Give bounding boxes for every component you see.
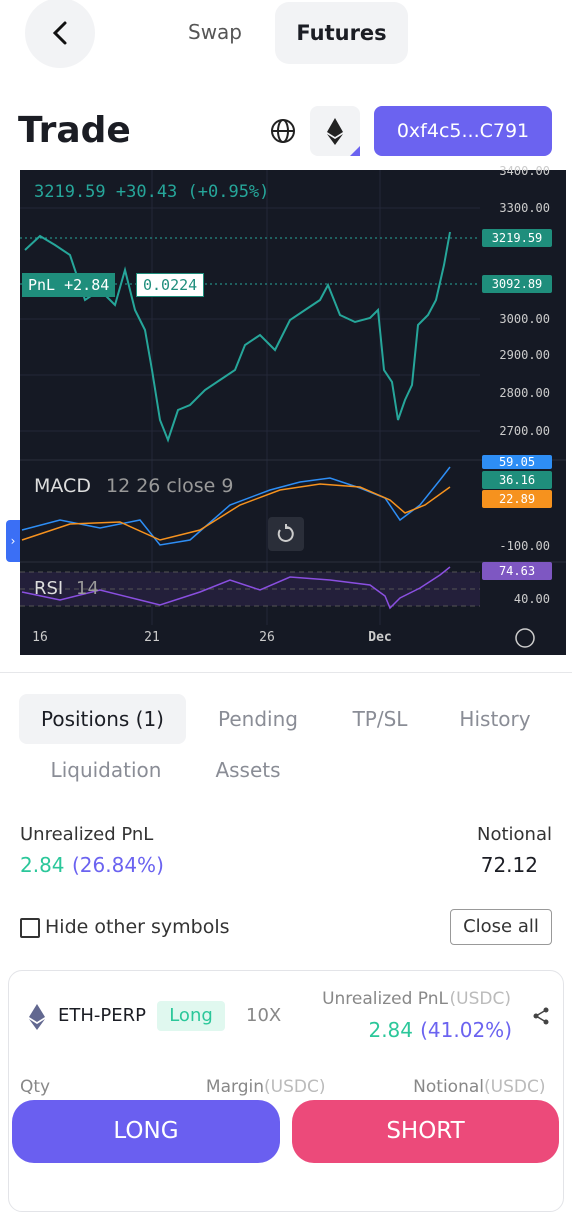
globe-icon[interactable] (270, 118, 296, 144)
tab-swap[interactable]: Swap (187, 20, 243, 44)
card-pnl-unit: (USDC) (449, 989, 511, 1009)
pnl-title: Unrealized PnL (20, 824, 154, 845)
divider (0, 672, 572, 673)
date-label: 21 (144, 630, 160, 645)
notional-label: Notional (413, 1077, 484, 1097)
hide-other-label: Hide other symbols (45, 916, 230, 938)
page-title: Trade (18, 110, 131, 151)
eth-icon (327, 118, 360, 156)
notional-unit: (USDC) (484, 1077, 546, 1097)
rsi-tag: 74.63 (482, 562, 552, 580)
settings-icon[interactable] (515, 628, 535, 648)
notional-title: Notional (477, 824, 552, 845)
pnl-value: 2.84 (20, 853, 65, 877)
signal-tag: 22.89 (482, 490, 552, 508)
long-button[interactable]: LONG (12, 1100, 280, 1163)
leverage: 10X (246, 1005, 282, 1026)
price-axis-label: 3300.00 (499, 201, 550, 215)
hist-tag: 36.16 (482, 471, 552, 489)
symbol: ETH-PERP (58, 1005, 146, 1026)
share-icon[interactable] (532, 1007, 550, 1025)
side-badge: Long (157, 1001, 225, 1031)
notional-value: 72.12 (480, 853, 538, 877)
grid (20, 170, 480, 625)
reset-button[interactable] (268, 517, 304, 551)
rsi-params: 14 (76, 578, 99, 599)
entry-price-tag: 3092.89 (482, 275, 552, 293)
qty-label: Qty (20, 1077, 51, 1097)
tab-assets[interactable]: Assets (215, 758, 281, 782)
side-handle[interactable]: › (6, 520, 20, 562)
checkbox[interactable] (20, 918, 40, 938)
price-axis-label: 2900.00 (499, 348, 550, 362)
rsi-line (21, 566, 451, 610)
close-all-button[interactable]: Close all (450, 909, 552, 945)
price-axis-label: 3000.00 (499, 312, 550, 326)
margin-unit: (USDC) (264, 1077, 326, 1097)
price-axis-label: 2700.00 (499, 424, 550, 438)
macd-params: 12 26 close 9 (106, 475, 234, 497)
macd-label: MACD (34, 475, 91, 497)
pnl-label: PnL +2.84 (22, 273, 116, 297)
card-pnl-value: 2.84 (368, 1018, 413, 1042)
price-chart (20, 170, 566, 655)
price-axis-label: 3400.00 (499, 164, 550, 178)
macd-line (21, 466, 451, 546)
card-pnl-title: Unrealized PnL (322, 989, 448, 1009)
date-label: 16 (32, 630, 48, 645)
macd-axis-label: -100.00 (499, 539, 550, 553)
tab-positions[interactable]: Positions (1) (19, 694, 186, 744)
card-pnl-percent: (41.02%) (420, 1018, 512, 1042)
macd-tag: 59.05 (482, 455, 552, 469)
back-button[interactable] (25, 0, 95, 68)
pnl-percent: (26.84%) (72, 853, 164, 877)
price-path (24, 231, 451, 443)
wallet-address[interactable]: 0xf4c5...C791 (374, 106, 552, 156)
short-button[interactable]: SHORT (292, 1100, 559, 1163)
tab-futures[interactable]: Futures (275, 2, 408, 64)
rsi-axis-label: 40.00 (513, 592, 550, 606)
price-axis-label: 2800.00 (499, 386, 550, 400)
last-price-tag: 3219.59 (482, 229, 552, 247)
date-label: 26 (259, 630, 275, 645)
back-icon (52, 21, 67, 45)
signal-line (21, 483, 451, 541)
tab-tpsl[interactable]: TP/SL (352, 707, 408, 731)
tab-pending[interactable]: Pending (218, 707, 298, 731)
tab-liquidation[interactable]: Liquidation (50, 758, 162, 782)
margin-label: Margin (205, 1077, 264, 1097)
network-selector[interactable] (310, 106, 360, 156)
eth-icon (29, 1004, 45, 1030)
price-change: 3219.59 +30.43 (+0.95%) (34, 182, 270, 202)
tab-history[interactable]: History (459, 707, 531, 731)
pnl-size: 0.0224 (136, 273, 205, 297)
rsi-label: RSI (34, 578, 64, 599)
date-label: Dec (368, 630, 392, 645)
